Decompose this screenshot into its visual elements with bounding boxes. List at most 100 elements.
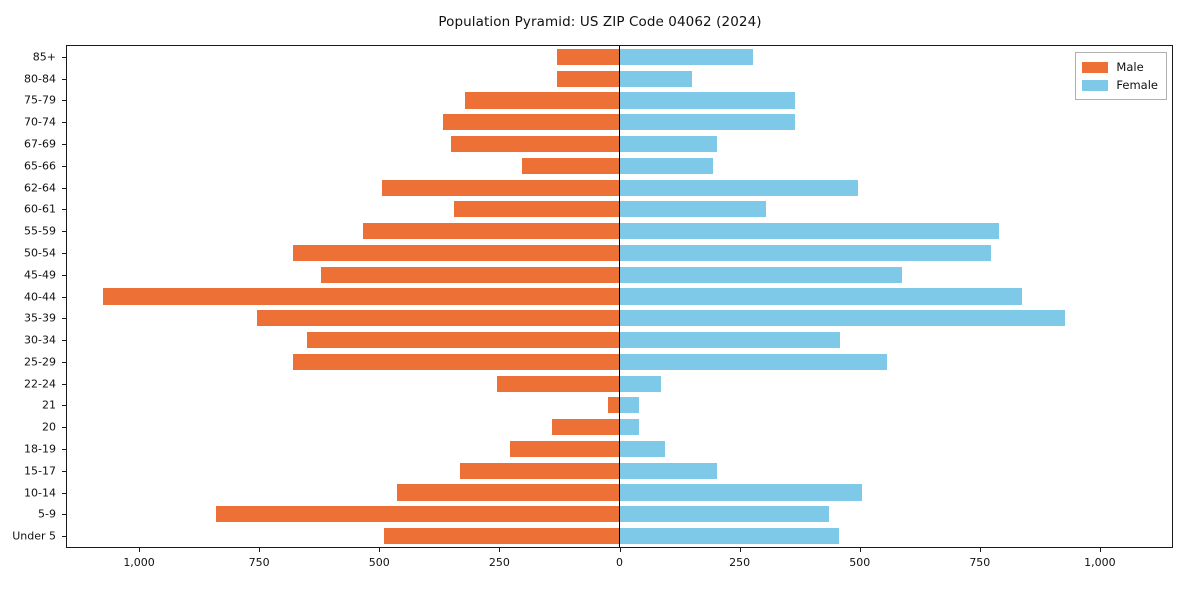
y-tick-mark [62,274,66,276]
bar-row [67,201,1172,218]
zero-axis-line [618,46,621,547]
y-tick-mark [62,296,66,298]
bar-male [103,288,620,305]
y-tick-label: 80-84 [24,72,56,86]
y-tick-label: 85+ [32,50,56,64]
y-tick-label: 10-14 [24,486,56,500]
bar-row [67,244,1172,261]
bar-male [443,114,620,131]
x-tick-mark [619,548,621,552]
bar-female [619,462,718,479]
y-tick-mark [62,187,66,189]
x-tick-label: 250 [729,556,751,569]
bar-female [619,288,1023,305]
bar-row [67,179,1172,196]
bar-female [619,266,902,283]
y-tick-label: 62-64 [24,181,56,195]
bar-male [451,135,620,153]
bar-male [381,179,620,196]
bar-female [619,114,795,131]
bar-female [619,332,840,349]
y-tick-label: 60-61 [24,202,56,216]
bar-male [521,157,620,174]
x-tick-mark [859,548,861,552]
y-tick-label: 65-66 [24,159,56,173]
bar-female [619,201,766,218]
bar-row [67,157,1172,174]
y-tick-mark [62,536,66,538]
bar-row [67,484,1172,501]
bar-male [306,332,620,349]
y-tick-mark [62,405,66,407]
bar-row [67,135,1172,153]
bar-row [67,528,1172,545]
y-tick-label: 20 [42,420,56,434]
bar-male [607,397,620,414]
y-tick-mark [62,144,66,146]
y-tick-label: 50-54 [24,246,56,260]
y-tick-mark [62,252,66,254]
bar-row [67,353,1172,370]
y-tick-mark [62,470,66,472]
x-tick-mark [739,548,741,552]
bar-row [67,310,1172,327]
bar-male [321,266,620,283]
legend-item-male[interactable]: Male [1082,58,1158,76]
plot-inner [67,46,1172,547]
y-tick-label: 75-79 [24,93,56,107]
y-tick-mark [62,514,66,516]
bar-male [384,528,620,545]
bar-female [619,135,718,153]
y-tick-mark [62,231,66,233]
x-tick-mark [1099,548,1101,552]
bar-male [497,375,620,392]
bar-male [557,70,620,87]
bar-male [397,484,620,501]
y-tick-mark [62,318,66,320]
y-tick-label: 21 [42,398,56,412]
bar-row [67,92,1172,109]
y-tick-mark [62,383,66,385]
bar-row [67,223,1172,240]
y-tick-label: Under 5 [12,529,56,543]
bar-male [510,440,620,458]
bar-female [619,506,830,523]
x-tick-label: 750 [248,556,270,569]
x-tick-mark [379,548,381,552]
bar-female [619,70,692,87]
legend-item-female[interactable]: Female [1082,76,1158,94]
bar-row [67,288,1172,305]
y-tick-label: 70-74 [24,115,56,129]
y-tick-mark [62,492,66,494]
bar-female [619,310,1065,327]
bar-row [67,70,1172,87]
y-tick-label: 30-34 [24,333,56,347]
x-tick-label: 750 [969,556,991,569]
bar-male [557,48,620,65]
bar-row [67,266,1172,283]
y-tick-label: 45-49 [24,268,56,282]
y-tick-mark [62,100,66,102]
bar-row [67,462,1172,479]
y-tick-label: 67-69 [24,137,56,151]
bar-female [619,440,666,458]
y-tick-mark [62,340,66,342]
bar-row [67,375,1172,392]
x-tick-label: 500 [849,556,871,569]
bar-female [619,397,640,414]
legend-swatch-male [1082,61,1109,73]
x-tick-label: 1,000 [1084,556,1116,569]
bar-female [619,48,754,65]
legend-label: Male [1116,60,1144,74]
chart-legend: Male Female [1075,52,1167,100]
bar-female [619,179,859,196]
bar-male [215,506,620,523]
bar-female [619,375,662,392]
chart-title: Population Pyramid: US ZIP Code 04062 (2… [438,14,762,30]
bar-row [67,114,1172,131]
bar-female [619,244,991,261]
legend-label: Female [1116,78,1158,92]
y-tick-mark [62,122,66,124]
bar-row [67,506,1172,523]
y-tick-label: 15-17 [24,464,56,478]
